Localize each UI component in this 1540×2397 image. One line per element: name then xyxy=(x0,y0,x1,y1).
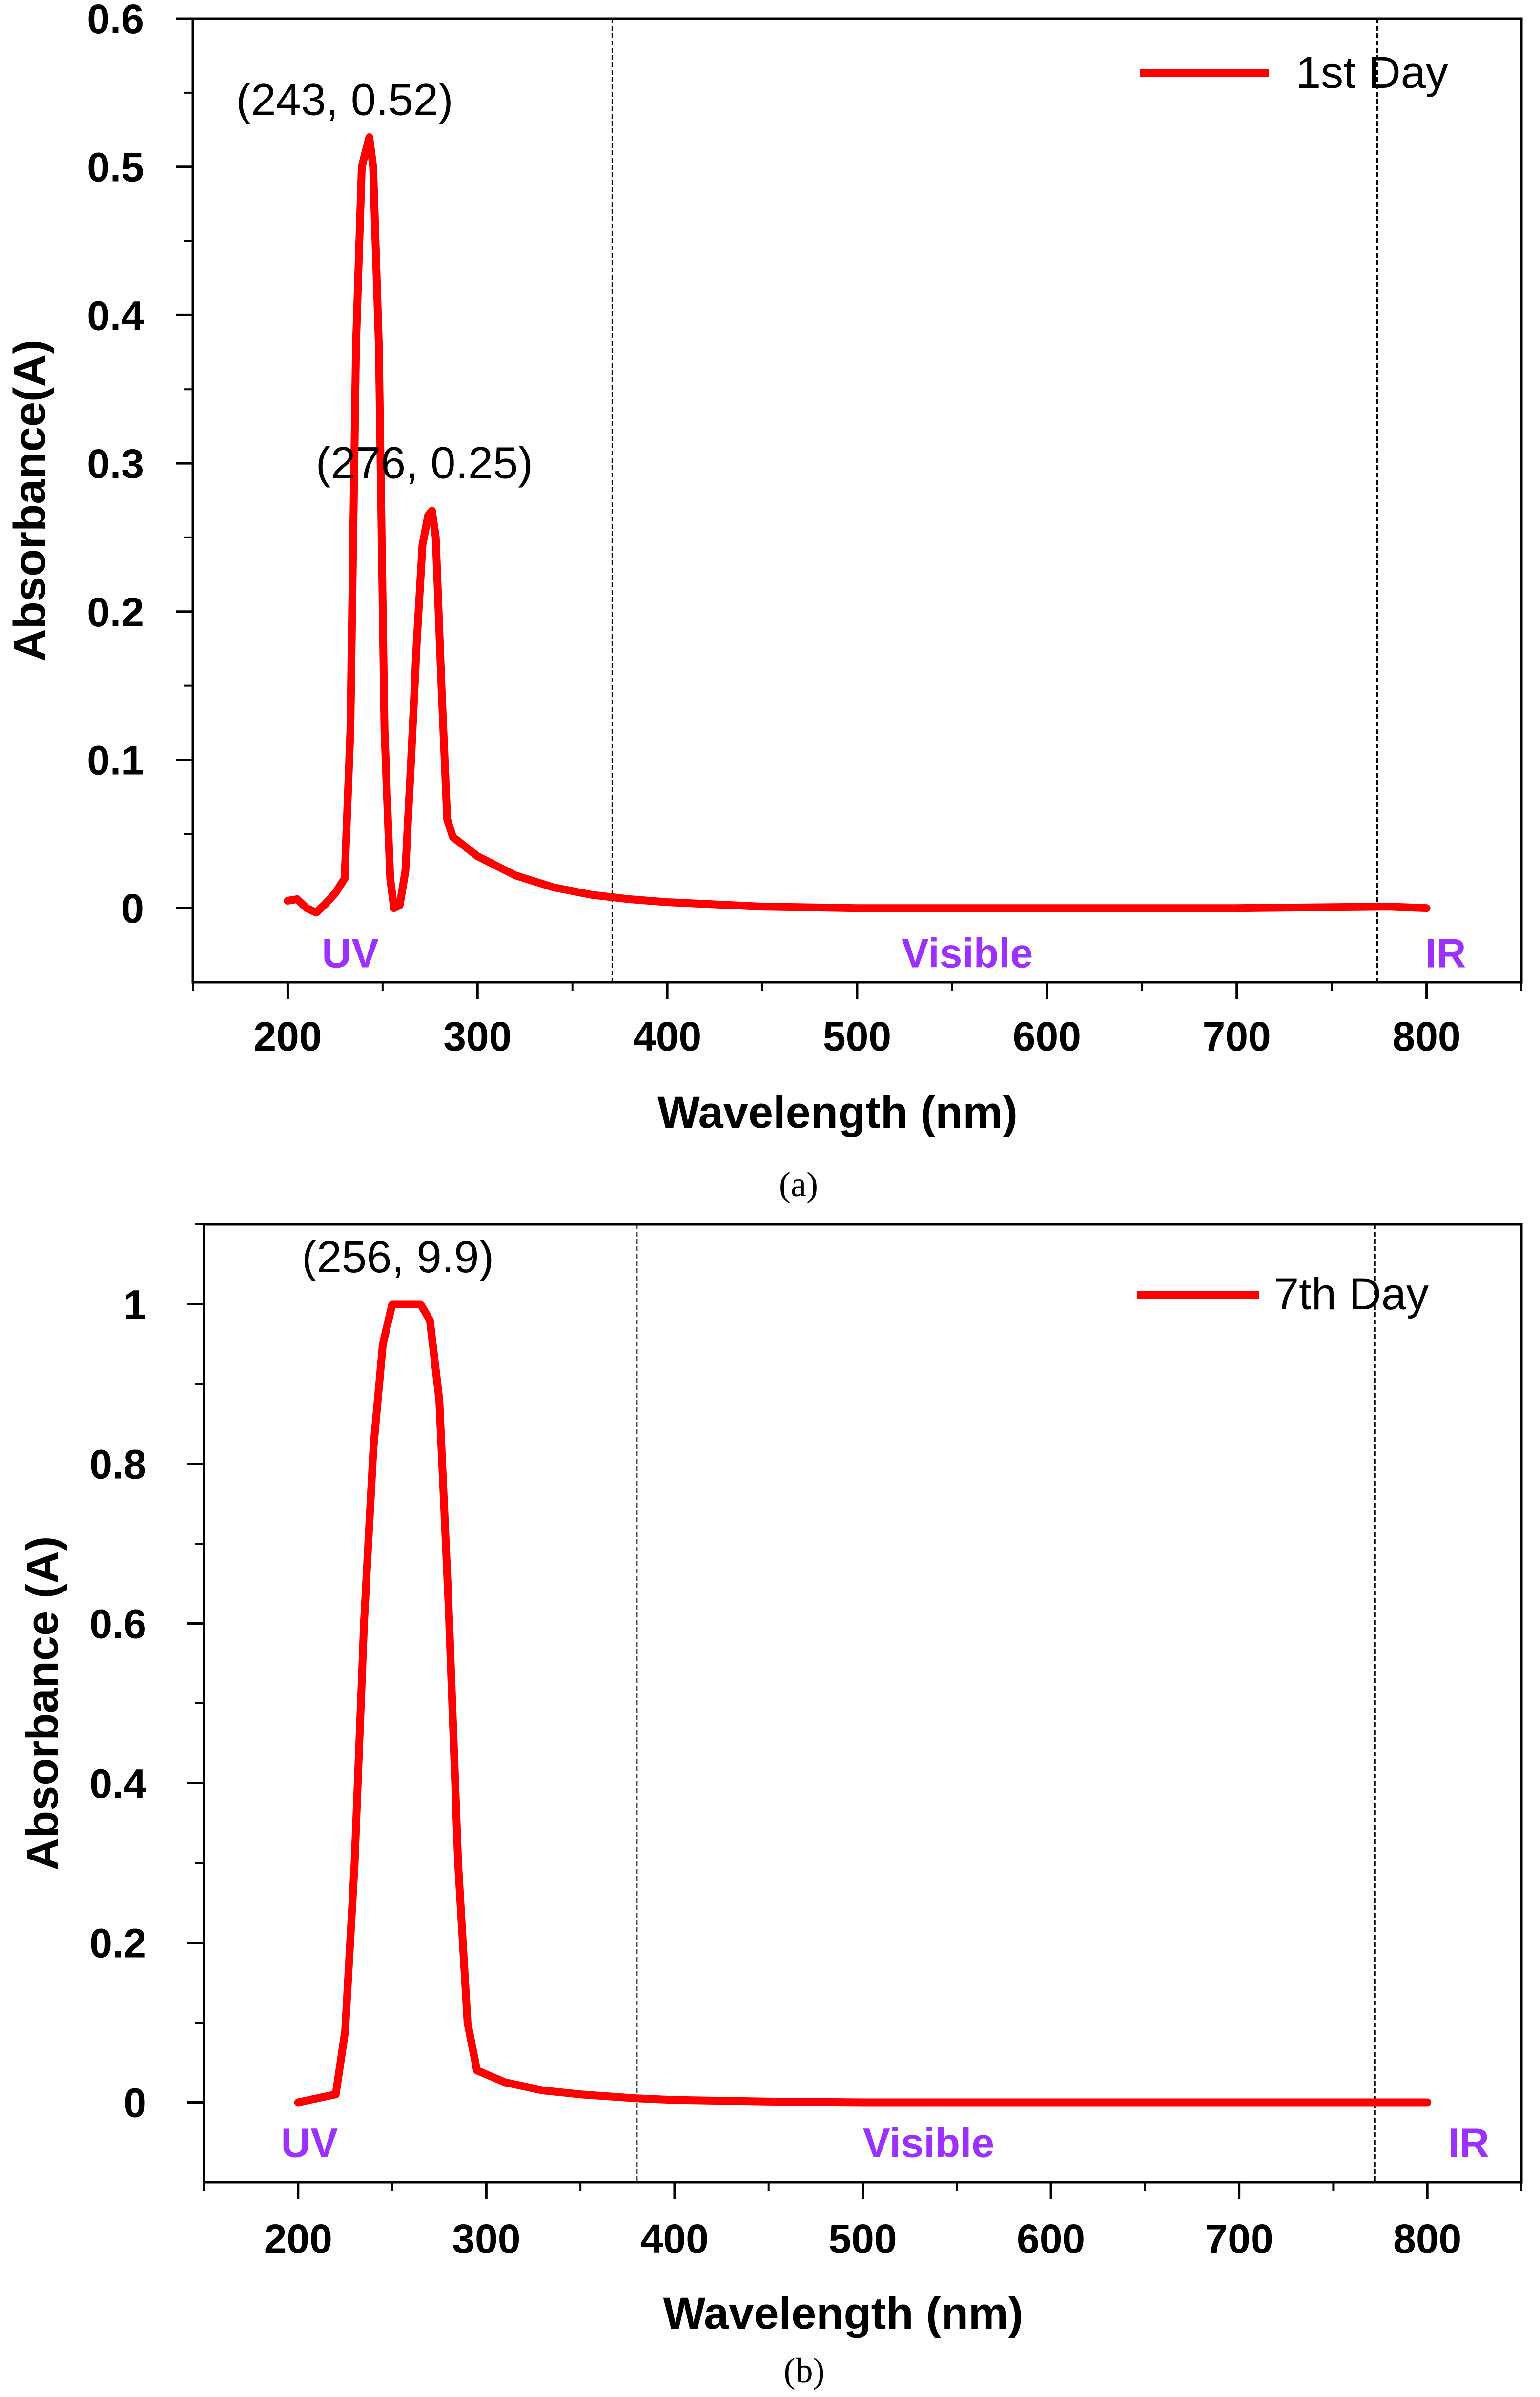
figure-caption: (a) xyxy=(779,1165,818,1204)
figure-caption: (b) xyxy=(784,2351,825,2390)
region-label: IR xyxy=(1425,930,1466,976)
region-label: UV xyxy=(281,2120,338,2166)
x-tick-label: 800 xyxy=(1392,1013,1460,1059)
x-axis-title: Wavelength (nm) xyxy=(657,1088,1018,1137)
x-tick-label: 800 xyxy=(1393,2216,1461,2262)
x-tick-label: 400 xyxy=(633,1013,701,1059)
x-axis-title: Wavelength (nm) xyxy=(663,2289,1024,2338)
y-tick-label: 0.8 xyxy=(89,1442,146,1488)
y-tick-label: 0 xyxy=(123,2080,146,2126)
peak-annotation: (276, 0.25) xyxy=(316,438,533,488)
y-tick-label: 0.6 xyxy=(87,0,144,42)
y-tick-label: 0.2 xyxy=(89,1921,146,1966)
y-tick-label: 0 xyxy=(121,886,144,931)
region-label: UV xyxy=(322,930,379,976)
legend-label: 7th Day xyxy=(1274,1269,1429,1319)
y-tick-label: 0.6 xyxy=(89,1601,146,1647)
region-label: IR xyxy=(1448,2120,1489,2166)
x-tick-label: 300 xyxy=(443,1013,512,1059)
x-tick-label: 500 xyxy=(823,1013,891,1059)
region-label: Visible xyxy=(863,2120,994,2166)
peak-annotation: (243, 0.52) xyxy=(236,75,453,124)
x-tick-label: 700 xyxy=(1205,2216,1273,2262)
y-tick-label: 0.4 xyxy=(89,1761,146,1807)
y-axis-title: Absorbance(A) xyxy=(5,339,55,661)
y-tick-label: 0.1 xyxy=(87,737,144,783)
x-tick-label: 600 xyxy=(1013,1013,1081,1059)
x-tick-label: 400 xyxy=(640,2216,709,2262)
y-axis-title: Absorbance (A) xyxy=(18,1536,67,1871)
y-tick-label: 0.5 xyxy=(87,145,144,190)
y-tick-label: 0.3 xyxy=(87,441,144,487)
y-tick-label: 0.2 xyxy=(87,589,144,635)
chart-b: 200 300 400 500 600 700 800 0 0.2 0.4 0.6 0.8 1 Wavel… xyxy=(18,1223,1523,2390)
plot-frame xyxy=(203,1223,1523,2184)
x-tick-label: 200 xyxy=(264,2216,332,2262)
x-tick-label: 300 xyxy=(452,2216,520,2262)
peak-annotation: (256, 9.9) xyxy=(302,1232,494,1282)
chart-a: 200 300 400 500 600 700 800 0 0.1 0.2 0.3 0.4 0.5 0.6… xyxy=(5,0,1523,1204)
x-tick-label: 500 xyxy=(828,2216,897,2262)
series-line xyxy=(284,133,1431,917)
legend-label: 1st Day xyxy=(1296,48,1448,98)
y-tick-label: 1 xyxy=(123,1282,146,1328)
y-tick-label: 0.4 xyxy=(87,292,144,338)
series-line xyxy=(294,1300,1432,2107)
x-tick-label: 200 xyxy=(253,1013,322,1059)
x-tick-label: 700 xyxy=(1203,1013,1271,1059)
x-tick-label: 600 xyxy=(1017,2216,1085,2262)
region-label: Visible xyxy=(902,930,1033,976)
